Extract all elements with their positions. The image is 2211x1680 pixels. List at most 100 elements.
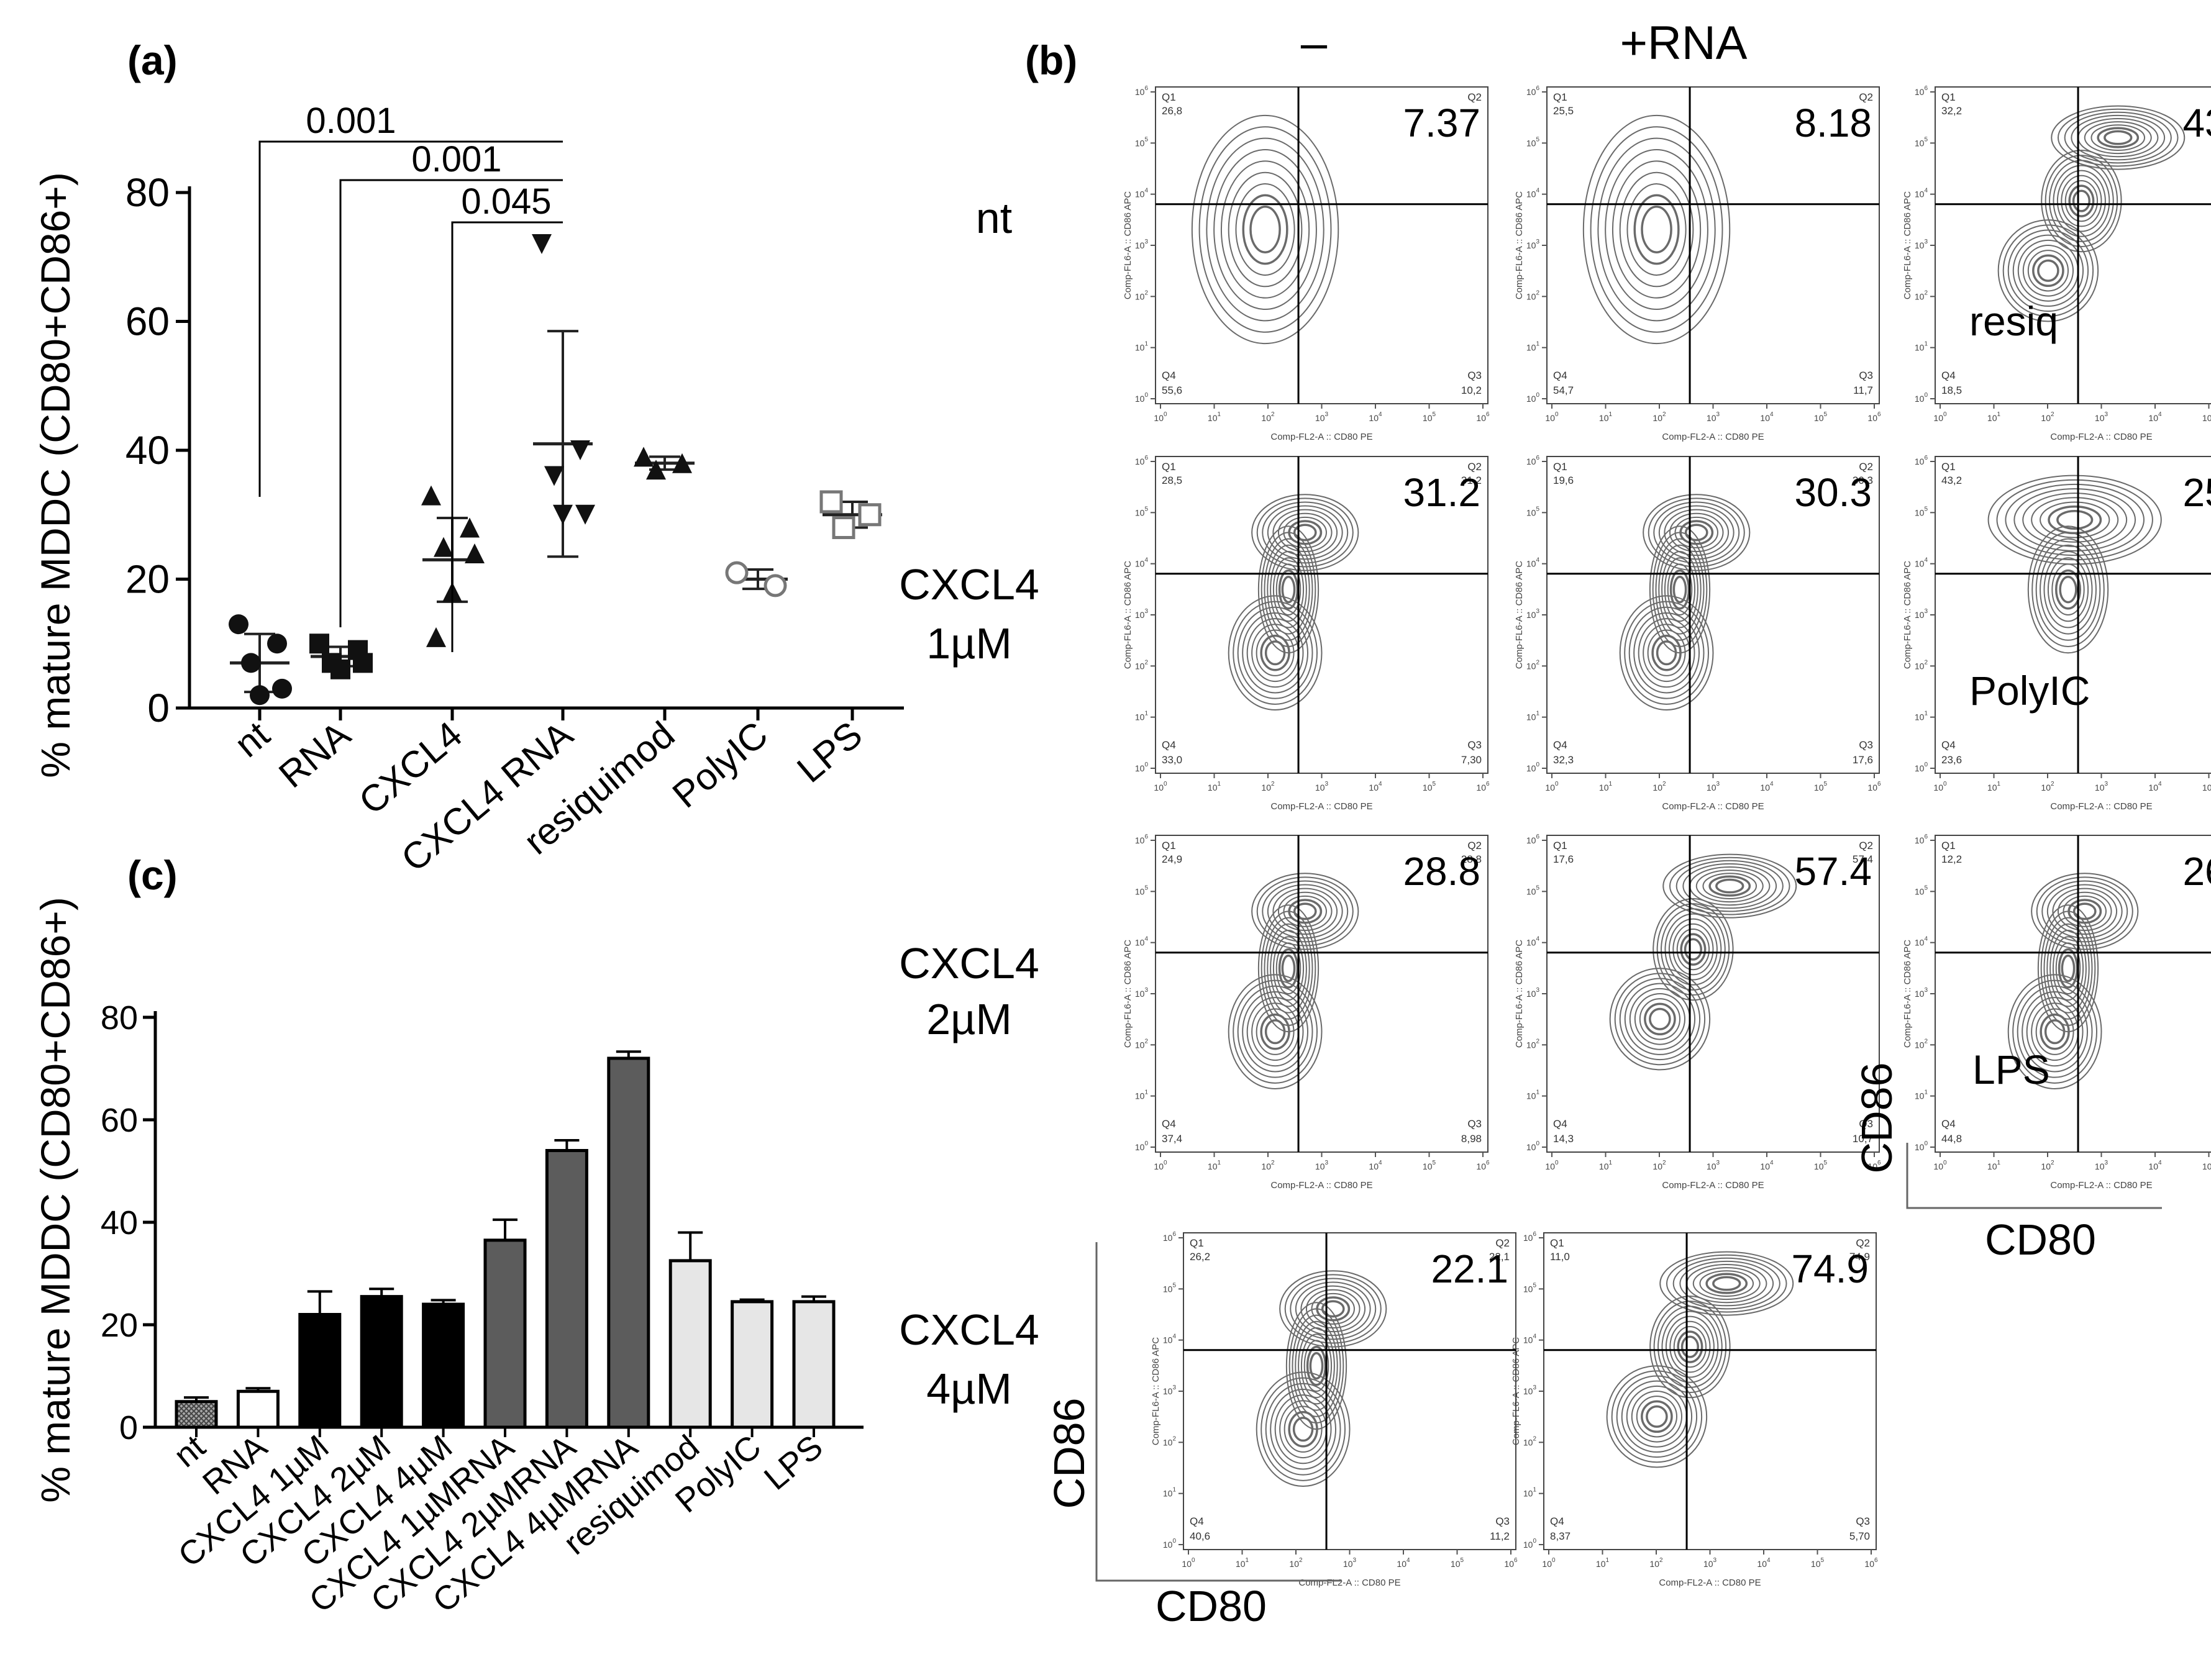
contour-line xyxy=(1661,908,1726,991)
q1-label: Q1 xyxy=(1941,840,1956,851)
contour-line xyxy=(1648,497,1745,568)
y-tick-label: 103 xyxy=(1915,608,1928,620)
q4-value: 32,3 xyxy=(1553,754,1574,766)
contour-line xyxy=(1303,1340,1329,1392)
y-tick-label: 102 xyxy=(1135,289,1149,301)
x-tick-exponent: 1 xyxy=(1997,1160,2001,1166)
y-tick-exponent: 1 xyxy=(1172,1487,1176,1494)
contour-line xyxy=(1684,938,1702,961)
y-tick-label: 105 xyxy=(1135,884,1149,896)
contour-line xyxy=(2104,130,2133,145)
data-point xyxy=(421,485,441,506)
y-tick-label: 105 xyxy=(1135,136,1149,148)
bar xyxy=(483,1238,527,1429)
contour-line xyxy=(2052,936,2084,1001)
q3-label: Q3 xyxy=(1859,739,1873,751)
contour-line xyxy=(2049,160,2114,242)
y-tick-label: 104 xyxy=(1163,1333,1177,1345)
y-tick-label: 102 xyxy=(1523,1435,1537,1447)
x-tick-label: 105 xyxy=(1423,781,1436,792)
flow-plot-c1-minus: 1001001011011021021031031041041051051061… xyxy=(1123,455,1490,812)
contour-line xyxy=(1285,1302,1347,1430)
x-tick-exponent: 2 xyxy=(2051,1160,2054,1166)
contour-line xyxy=(2040,501,2110,538)
x-tick-label: 105 xyxy=(1814,1160,1828,1171)
y-tick-label: 40 xyxy=(125,428,170,473)
contour-line xyxy=(1279,1270,1387,1348)
data-point xyxy=(353,653,373,673)
y-tick-exponent: 1 xyxy=(1144,341,1148,348)
q1-value: 43,2 xyxy=(1941,474,1962,486)
contour-line xyxy=(2055,942,2081,994)
y-tick-label: 104 xyxy=(1915,557,1928,569)
y-axis-title: Comp-FL6-A :: CD86 APC xyxy=(1514,940,1525,1048)
contour-line xyxy=(1242,194,1288,265)
x-tick-exponent: 3 xyxy=(2105,1160,2108,1166)
axis-legend-lines-bottom xyxy=(1095,1242,1342,1582)
x-tick-label: 102 xyxy=(1653,781,1666,792)
contour-line xyxy=(2051,563,2085,616)
y-tick-exponent: 3 xyxy=(1533,1384,1536,1391)
x-tick-exponent: 6 xyxy=(1877,411,1881,418)
y-tick-label: 103 xyxy=(1526,238,1540,250)
y-tick-exponent: 5 xyxy=(1144,136,1148,143)
x-tick-label: 103 xyxy=(1315,411,1329,423)
contour-line xyxy=(1664,509,1730,556)
contour-line xyxy=(1612,160,1702,299)
x-tick-label: 106 xyxy=(1867,411,1881,423)
y-tick-exponent: 3 xyxy=(1144,238,1148,245)
y-tick-label: 106 xyxy=(1523,1231,1537,1243)
x-tick-exponent: 3 xyxy=(2105,411,2108,418)
q2-label: Q2 xyxy=(1467,461,1482,473)
contour-line xyxy=(1987,474,2162,565)
y-tick-label: 101 xyxy=(1135,1089,1149,1101)
contour-line xyxy=(1191,114,1339,345)
data-point xyxy=(858,503,882,527)
contour-line xyxy=(2040,544,2097,635)
y-axis-title: Comp-FL6-A :: CD86 APC xyxy=(1514,561,1525,669)
contour-line xyxy=(2017,985,2093,1078)
contour-line xyxy=(2031,873,2139,950)
contour-line xyxy=(1605,148,1708,311)
contour-line xyxy=(2072,189,2090,212)
y-tick-label: 105 xyxy=(1135,506,1149,517)
y-tick-exponent: 2 xyxy=(1924,659,1928,666)
y-tick-exponent: 5 xyxy=(1924,884,1928,891)
y-tick-label: 100 xyxy=(1526,392,1540,404)
contour-line xyxy=(1298,1327,1335,1405)
q1-label: Q1 xyxy=(1553,840,1567,851)
contour-line xyxy=(2027,250,2069,292)
contour-line xyxy=(2026,997,2084,1067)
y-axis-title: Comp-FL6-A :: CD86 APC xyxy=(1902,940,1913,1048)
q1-value: 17,6 xyxy=(1553,853,1574,865)
x-tick-label: 103 xyxy=(1707,1160,1720,1171)
x-tick-exponent: 4 xyxy=(1770,1160,1774,1166)
x-tick-label: 104 xyxy=(1760,781,1774,792)
y-tick-exponent: 0 xyxy=(1144,392,1148,399)
y-tick-label: 102 xyxy=(1915,1038,1928,1050)
contour-line xyxy=(1619,171,1694,288)
y-tick-exponent: 1 xyxy=(1924,711,1928,717)
contour-line xyxy=(1198,126,1332,333)
y-tick-label: 60 xyxy=(101,1102,138,1139)
x-tick-exponent: 5 xyxy=(1824,411,1828,418)
y-tick-exponent: 3 xyxy=(1924,608,1928,615)
x-tick-label: 104 xyxy=(1369,1160,1382,1171)
y-tick-label: 101 xyxy=(1915,711,1928,722)
q1-label: Q1 xyxy=(1190,1237,1204,1249)
q4-value: 23,6 xyxy=(1941,754,1962,766)
x-tick-exponent: 6 xyxy=(1486,411,1490,418)
x-tick-exponent: 3 xyxy=(1713,1557,1717,1564)
flow-plot-c2-rna: 1001001011011021021031031041041051051061… xyxy=(1514,833,1881,1191)
x-tick-exponent: 0 xyxy=(1555,781,1559,788)
contour-line xyxy=(2047,557,2089,622)
bar xyxy=(792,1300,836,1429)
y-tick-exponent: 2 xyxy=(1924,1038,1928,1045)
q4-label: Q4 xyxy=(1941,370,1956,381)
row-label: CXCL4 xyxy=(899,1305,1039,1354)
contour-line xyxy=(1674,516,1718,548)
contour-line xyxy=(2005,483,2145,556)
y-tick-exponent: 6 xyxy=(1533,1231,1536,1238)
contour-line xyxy=(1295,1281,1371,1337)
contour-line xyxy=(2054,569,2082,610)
